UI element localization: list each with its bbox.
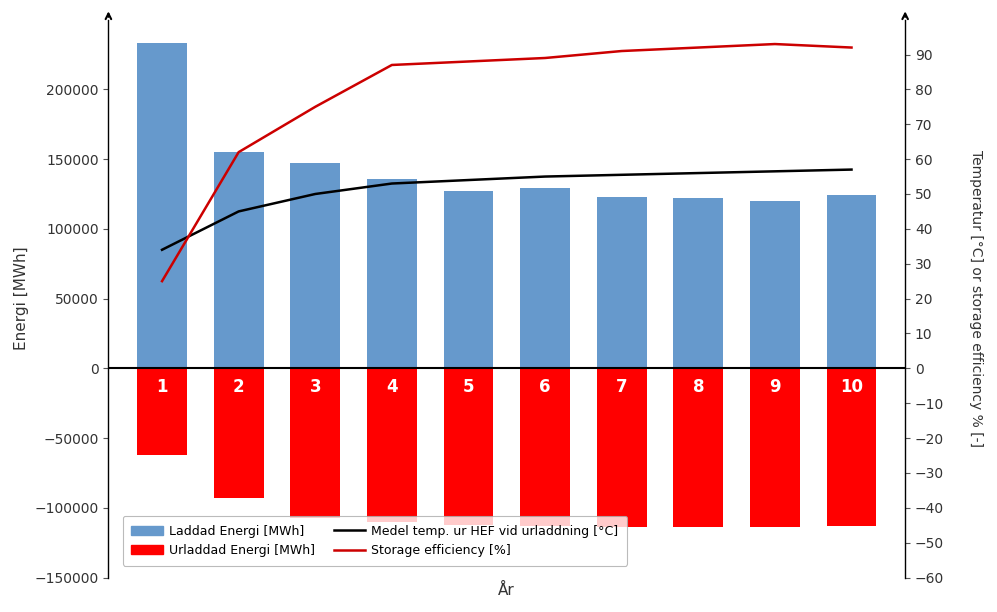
Bar xyxy=(444,191,494,368)
Text: 5: 5 xyxy=(463,378,475,396)
Text: 8: 8 xyxy=(693,378,704,396)
Bar xyxy=(138,43,187,368)
Bar xyxy=(827,368,876,526)
Bar xyxy=(290,368,340,518)
Y-axis label: Temperatur [°C] or storage efficiency % [-]: Temperatur [°C] or storage efficiency % … xyxy=(969,150,983,447)
Bar xyxy=(367,368,417,522)
Bar xyxy=(520,188,570,368)
Bar xyxy=(520,368,570,526)
Text: 10: 10 xyxy=(840,378,863,396)
Text: 3: 3 xyxy=(309,378,321,396)
Bar xyxy=(750,368,800,528)
Text: 2: 2 xyxy=(233,378,244,396)
Text: 6: 6 xyxy=(539,378,550,396)
Bar xyxy=(290,163,340,368)
Bar xyxy=(827,195,876,368)
Bar xyxy=(597,368,647,528)
Bar xyxy=(213,152,263,368)
X-axis label: År: År xyxy=(498,583,515,598)
Bar xyxy=(673,198,723,368)
Y-axis label: Energi [MWh]: Energi [MWh] xyxy=(14,247,29,351)
Bar xyxy=(750,201,800,368)
Bar xyxy=(367,179,417,368)
Text: 9: 9 xyxy=(769,378,781,396)
Legend: Laddad Energi [MWh], Urladdad Energi [MWh], Medel temp. ur HEF vid urladdning [°: Laddad Energi [MWh], Urladdad Energi [MW… xyxy=(123,516,627,565)
Text: 7: 7 xyxy=(616,378,627,396)
Bar xyxy=(138,368,187,455)
Text: 1: 1 xyxy=(157,378,167,396)
Bar xyxy=(673,368,723,528)
Bar xyxy=(597,197,647,368)
Bar xyxy=(213,368,263,498)
Bar xyxy=(444,368,494,524)
Text: 4: 4 xyxy=(386,378,398,396)
